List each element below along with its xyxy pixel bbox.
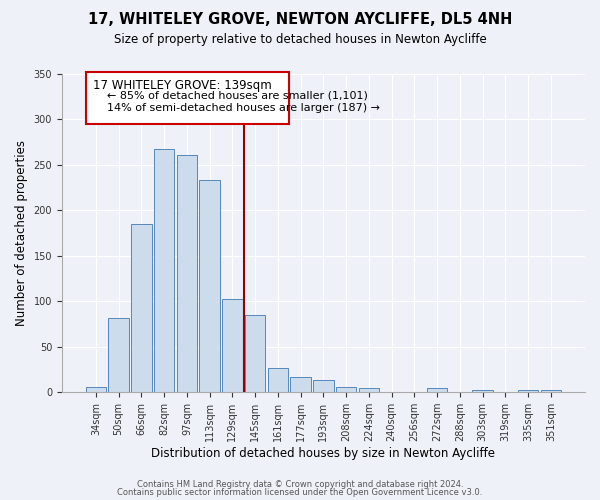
Bar	[336, 387, 356, 392]
Bar	[541, 390, 561, 392]
X-axis label: Distribution of detached houses by size in Newton Aycliffe: Distribution of detached houses by size …	[151, 447, 496, 460]
Bar	[154, 148, 175, 392]
Bar	[313, 380, 334, 392]
Text: ← 85% of detached houses are smaller (1,101): ← 85% of detached houses are smaller (1,…	[107, 90, 368, 101]
Text: 14% of semi-detached houses are larger (187) →: 14% of semi-detached houses are larger (…	[107, 103, 380, 113]
Bar	[359, 388, 379, 392]
Bar	[518, 390, 538, 392]
Bar	[86, 387, 106, 392]
Text: Contains HM Land Registry data © Crown copyright and database right 2024.: Contains HM Land Registry data © Crown c…	[137, 480, 463, 489]
Bar	[199, 180, 220, 392]
FancyBboxPatch shape	[86, 72, 289, 124]
Text: Size of property relative to detached houses in Newton Aycliffe: Size of property relative to detached ho…	[113, 32, 487, 46]
Text: 17 WHITELEY GROVE: 139sqm: 17 WHITELEY GROVE: 139sqm	[93, 78, 272, 92]
Bar	[131, 224, 152, 392]
Bar	[176, 155, 197, 392]
Text: 17, WHITELEY GROVE, NEWTON AYCLIFFE, DL5 4NH: 17, WHITELEY GROVE, NEWTON AYCLIFFE, DL5…	[88, 12, 512, 28]
Bar	[268, 368, 288, 392]
Bar	[245, 315, 265, 392]
Text: Contains public sector information licensed under the Open Government Licence v3: Contains public sector information licen…	[118, 488, 482, 497]
Bar	[427, 388, 448, 392]
Y-axis label: Number of detached properties: Number of detached properties	[15, 140, 28, 326]
Bar	[109, 318, 129, 392]
Bar	[472, 390, 493, 392]
Bar	[222, 298, 242, 392]
Bar	[290, 377, 311, 392]
